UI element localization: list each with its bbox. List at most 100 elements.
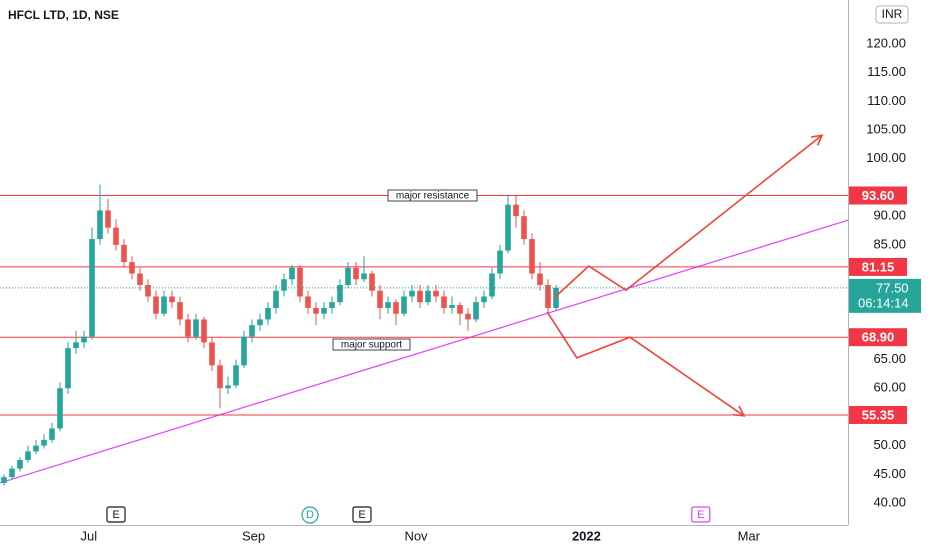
candle-body (497, 250, 503, 274)
level-label: 55.35 (862, 407, 895, 422)
annotation-box (332, 338, 411, 351)
candle-body (457, 305, 463, 314)
last-price-box (849, 278, 921, 313)
candle-body (377, 290, 383, 308)
candle-body (161, 296, 167, 314)
currency-box (875, 5, 909, 24)
candle-body (345, 267, 351, 285)
candle-body (57, 388, 63, 429)
candle-body (505, 204, 511, 251)
candle-body (337, 284, 343, 303)
candle-body (169, 296, 175, 303)
candle-body (329, 302, 335, 308)
candle-body (385, 302, 391, 308)
candle-body (89, 239, 95, 337)
x-tick-label: Nov (404, 528, 428, 543)
y-tick-label: 60.00 (873, 380, 906, 395)
candle-body (113, 227, 119, 245)
candle-body (273, 290, 279, 308)
candle-body (121, 244, 127, 263)
last-price-label: 77.50 (876, 280, 909, 295)
candle-body (105, 210, 111, 228)
candle-body (369, 273, 375, 291)
x-tick-label: Sep (242, 528, 265, 543)
candle-body (513, 204, 519, 217)
event-label: E (697, 509, 704, 521)
event-label: E (112, 509, 119, 521)
candle-body (233, 365, 239, 386)
candle-body (17, 459, 23, 469)
candle-body (265, 307, 271, 320)
chart-title: HFCL LTD, 1D, NSE (8, 8, 119, 22)
candle-body (185, 319, 191, 337)
candle-body (361, 273, 367, 280)
level-box (849, 186, 907, 205)
candle-body (137, 273, 143, 285)
event-marker (352, 506, 372, 523)
candle-body (553, 287, 559, 308)
candle-body (201, 319, 207, 343)
candle-body (393, 302, 399, 314)
candle-body (153, 296, 159, 314)
event-label: E (358, 509, 365, 521)
candle-body (209, 342, 215, 366)
currency: INR (882, 7, 903, 21)
y-tick-label: 85.00 (873, 236, 906, 251)
candle-body (433, 290, 439, 297)
annotation-box (387, 189, 478, 202)
candle-body (73, 342, 79, 349)
candle-body (545, 284, 551, 308)
y-tick-label: 115.00 (867, 64, 906, 79)
candle-body (425, 290, 431, 303)
candle-body (441, 296, 447, 308)
candle-body (473, 302, 479, 320)
event-marker (106, 506, 126, 523)
event-marker (301, 506, 319, 524)
candle-body (297, 267, 303, 297)
candle-body (481, 296, 487, 303)
arrow-head (811, 134, 824, 146)
level-box (849, 405, 907, 424)
candle-body (145, 284, 151, 297)
candle-body (249, 325, 255, 337)
candle-body (449, 305, 455, 308)
y-tick-label: 50.00 (873, 437, 906, 452)
candle-body (521, 216, 527, 240)
candle-body (49, 428, 55, 440)
y-tick-label: 45.00 (873, 466, 906, 481)
x-tick-label: 2022 (572, 528, 601, 543)
level-label: 81.15 (862, 259, 895, 274)
candle-body (489, 273, 495, 297)
y-tick-label: 110.00 (867, 93, 906, 108)
candle-body (305, 296, 311, 308)
x-tick-label: Mar (738, 528, 761, 543)
level-box (849, 328, 907, 347)
level-label: 93.60 (862, 188, 895, 203)
candle-body (529, 239, 535, 274)
candle-body (97, 210, 103, 240)
candle-body (409, 290, 415, 297)
candle-body (401, 296, 407, 314)
level-box (849, 257, 907, 276)
candle-body (9, 468, 15, 478)
candle-body (193, 319, 199, 337)
candle-body (41, 439, 47, 446)
level-label: 68.90 (862, 330, 895, 345)
arrow (553, 134, 823, 299)
candle-body (313, 307, 319, 314)
candle-body (241, 336, 247, 366)
y-tick-label: 120.00 (866, 35, 906, 50)
candle-body (321, 307, 327, 314)
trendline (0, 219, 849, 484)
arrow-head (732, 405, 746, 417)
event-label: D (306, 509, 314, 521)
candle-body (353, 267, 359, 280)
candle-body (417, 290, 423, 303)
annotation: major support (341, 340, 402, 351)
annotation: major resistance (396, 191, 470, 202)
candle-body (465, 313, 471, 320)
candle-body (225, 385, 231, 389)
candle-body (65, 348, 71, 389)
candle-body (129, 262, 135, 274)
